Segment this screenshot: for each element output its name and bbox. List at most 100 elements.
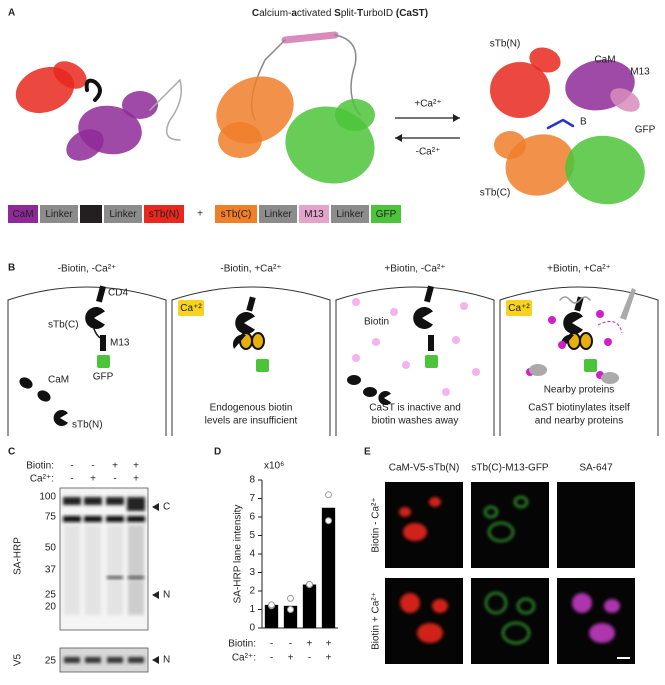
protein-part [235, 312, 255, 335]
construct-label: sTb(C) [221, 209, 252, 220]
protein-ribbon [84, 78, 102, 102]
title-part: urboID [363, 8, 396, 19]
construct-box [144, 205, 184, 223]
band-label: N [163, 590, 170, 601]
cell-signal [403, 523, 427, 541]
cell-signal [485, 592, 507, 614]
mw-marker: 25 [45, 590, 57, 601]
cd4 [424, 285, 434, 303]
cell-caption: Endogenous biotin [210, 403, 293, 414]
panel-label: A [8, 8, 15, 19]
x-sign: - [270, 653, 273, 664]
structure-label: sTb(C) [480, 188, 511, 199]
cell-label: Nearby proteins [544, 385, 615, 396]
biotin-dot [604, 338, 612, 346]
protein-part [620, 288, 636, 320]
row-label: Biotin: [26, 461, 54, 472]
m13 [428, 335, 434, 351]
structure-label: M13 [630, 67, 650, 78]
blot-label: V5 [13, 653, 24, 666]
x-row-label: Ca²⁺: [232, 653, 256, 664]
mw-marker: 20 [45, 602, 57, 613]
title-part: S [334, 8, 341, 19]
x-sign: + [326, 653, 332, 664]
sign: - [70, 461, 73, 472]
mw-marker: 100 [39, 492, 56, 503]
column-title: sTb(C)-M13-GFP [471, 463, 549, 474]
row-title: Biotin - Ca²⁺ [371, 497, 382, 552]
ca-badge [506, 300, 532, 316]
nearby-protein [529, 364, 547, 376]
cell-signal [432, 599, 448, 613]
construct-box [371, 205, 401, 223]
cell-caption: biotin washes away [372, 416, 459, 427]
arrowhead [152, 591, 159, 599]
replicate-point [325, 517, 332, 525]
protein-domain [490, 62, 550, 118]
biotin-dot [596, 310, 604, 318]
blot-band [107, 576, 123, 579]
arrow-head [453, 114, 460, 122]
y-tick-label: 7 [249, 493, 255, 504]
sign: + [90, 474, 96, 485]
replicate-point [287, 594, 294, 602]
title-part: (CaST) [396, 8, 428, 19]
construct-label: Linker [109, 209, 137, 220]
micrograph [557, 482, 635, 568]
construct-label: V5 [85, 209, 98, 220]
blot-band [64, 657, 80, 663]
blot-band [128, 657, 144, 663]
y-tick-label: 3 [249, 567, 255, 578]
x-sign: + [307, 639, 313, 650]
bar [264, 604, 279, 628]
cam [579, 332, 593, 350]
cell-membrane [499, 286, 659, 436]
blot-smear [107, 525, 123, 615]
cell-header: -Biotin, +Ca²⁺ [220, 264, 281, 275]
cd4 [96, 285, 106, 303]
cell-label: sTb(C) [48, 320, 79, 331]
title-part: C [252, 8, 259, 19]
micrograph [385, 578, 463, 664]
cell-signal [429, 497, 441, 507]
replicate-point [287, 606, 294, 613]
sign: - [70, 474, 73, 485]
protein-ribbon [149, 78, 182, 141]
sign: + [133, 474, 139, 485]
biotin-dot [460, 302, 468, 310]
bar [321, 507, 336, 628]
cell-label: Biotin [364, 317, 389, 328]
cell-signal [517, 598, 535, 614]
protein-ribbon [559, 296, 591, 304]
panel-label: B [8, 263, 15, 274]
construct-label: GFP [376, 209, 397, 220]
blot-band [128, 576, 144, 579]
arrowhead [152, 503, 159, 511]
cell-label: CaM [48, 375, 69, 386]
construct-label: Linker [45, 209, 73, 220]
cell-label: M13 [110, 338, 130, 349]
replicate-point [306, 581, 313, 589]
construct-label: Linker [336, 209, 364, 220]
figure-title: Calcium-activated Split-TurboID (CaST) [252, 8, 428, 19]
construct-box [215, 205, 257, 223]
y-tick-label: 1 [249, 604, 255, 615]
cam [37, 390, 51, 402]
cell-header: -Biotin, -Ca²⁺ [58, 264, 117, 275]
row-label: Ca²⁺: [30, 474, 54, 485]
protein-domain [565, 135, 645, 205]
micrograph [557, 578, 635, 664]
cell-membrane [171, 286, 331, 436]
title-part: alcium- [259, 8, 291, 19]
construct-box [331, 205, 369, 223]
cell-signal [502, 622, 530, 644]
panel-label: D [214, 447, 221, 458]
x-sign: - [289, 639, 292, 650]
gfp [97, 355, 110, 368]
band-label: C [163, 502, 170, 513]
blot-band [63, 516, 81, 522]
micrograph [385, 482, 463, 568]
cd4 [574, 296, 584, 312]
cell-label: sTb(N) [72, 420, 103, 431]
